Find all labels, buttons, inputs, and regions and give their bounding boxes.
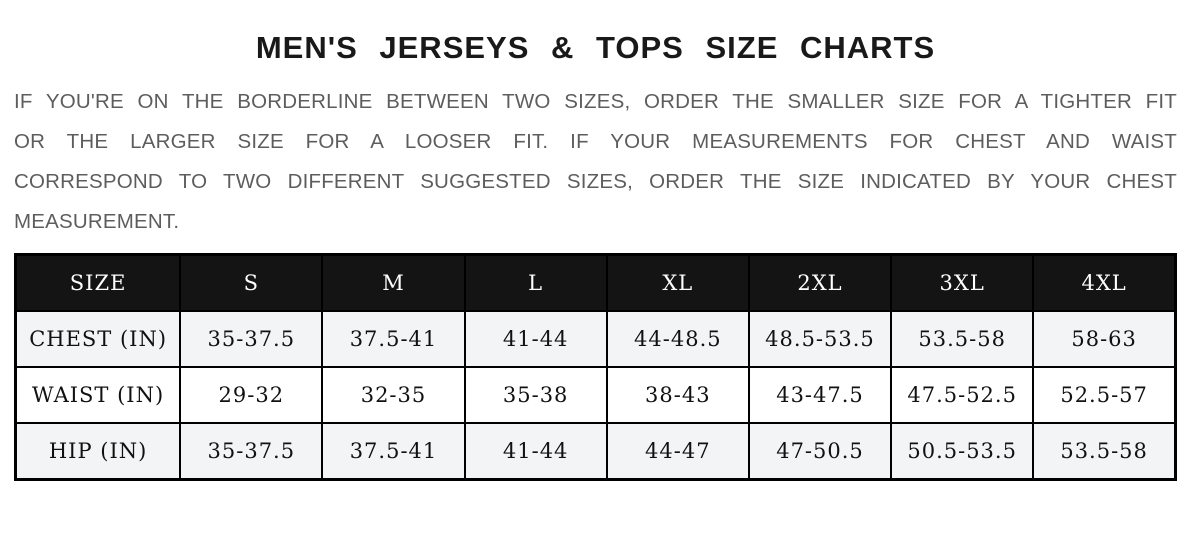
- hip-value-3xl: 50.5-53.5: [890, 422, 1035, 481]
- waist-value-m: 32-35: [321, 366, 466, 424]
- column-header-xl: XL: [605, 253, 750, 312]
- waist-value-s: 29-32: [179, 366, 324, 424]
- intro-text: IF YOU'RE ON THE BORDERLINE BETWEEN TWO …: [14, 90, 1177, 233]
- row-label-hip: HIP (IN): [14, 422, 182, 481]
- column-header-m: M: [321, 253, 466, 312]
- column-header-3xl: 3XL: [890, 253, 1035, 312]
- row-label-chest: CHEST (IN): [14, 310, 182, 368]
- column-header-size: SIZE: [14, 253, 182, 312]
- chest-value-3xl: 53.5-58: [890, 310, 1035, 368]
- chest-value-s: 35-37.5: [179, 310, 324, 368]
- waist-value-l: 35-38: [463, 366, 608, 424]
- column-header-s: S: [179, 253, 324, 312]
- hip-value-m: 37.5-41: [321, 422, 466, 481]
- waist-value-3xl: 47.5-52.5: [890, 366, 1035, 424]
- table-row-waist: WAIST (IN) 29-32 32-35 35-38 38-43 43-47…: [14, 366, 1177, 424]
- size-chart-page: MEN'S JERSEYS & TOPS SIZE CHARTS IF YOU'…: [0, 30, 1191, 481]
- waist-value-4xl: 52.5-57: [1032, 366, 1177, 424]
- waist-value-2xl: 43-47.5: [747, 366, 893, 424]
- column-header-2xl: 2XL: [747, 253, 893, 312]
- table-row-hip: HIP (IN) 35-37.5 37.5-41 41-44 44-47 47-…: [14, 422, 1177, 481]
- chest-value-2xl: 48.5-53.5: [747, 310, 893, 368]
- size-chart-table: SIZE S M L XL 2XL 3XL 4XL CHEST (IN) 35-…: [14, 253, 1177, 481]
- hip-value-xl: 44-47: [605, 422, 750, 481]
- row-label-waist: WAIST (IN): [14, 366, 182, 424]
- page-title: MEN'S JERSEYS & TOPS SIZE CHARTS: [255, 30, 936, 65]
- hip-value-l: 41-44: [463, 422, 608, 481]
- chest-value-4xl: 58-63: [1032, 310, 1177, 368]
- column-header-l: L: [463, 253, 608, 312]
- chest-value-xl: 44-48.5: [605, 310, 750, 368]
- table-row-chest: CHEST (IN) 35-37.5 37.5-41 41-44 44-48.5…: [14, 310, 1177, 368]
- chest-value-m: 37.5-41: [321, 310, 466, 368]
- chest-value-l: 41-44: [463, 310, 608, 368]
- hip-value-2xl: 47-50.5: [747, 422, 893, 481]
- table-header-row: SIZE S M L XL 2XL 3XL 4XL: [14, 253, 1177, 312]
- hip-value-s: 35-37.5: [179, 422, 324, 481]
- column-header-4xl: 4XL: [1032, 253, 1177, 312]
- waist-value-xl: 38-43: [605, 366, 750, 424]
- hip-value-4xl: 53.5-58: [1032, 422, 1177, 481]
